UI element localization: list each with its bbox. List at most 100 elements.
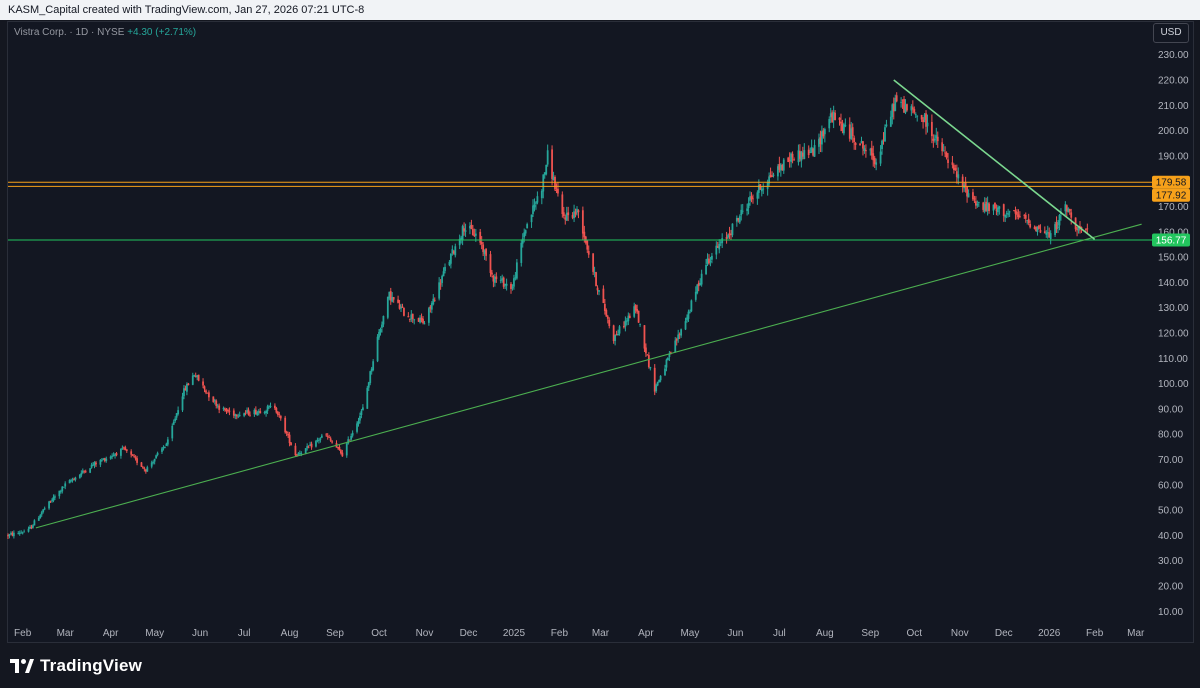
candle-body (1039, 229, 1042, 233)
y-tick-label: 60.00 (1158, 480, 1183, 491)
candle-body (810, 146, 813, 153)
candle-body (1064, 204, 1067, 212)
candle-body (227, 409, 229, 412)
candle-body (93, 462, 96, 466)
x-tick-label: Dec (995, 628, 1013, 639)
candle-body (854, 143, 857, 145)
candle-body (136, 458, 138, 463)
candle-body (470, 225, 473, 229)
candle-body (930, 121, 933, 137)
candle-body (389, 291, 392, 301)
candle-body (555, 190, 558, 191)
candle-body (884, 127, 886, 142)
candle-body (62, 486, 65, 488)
candle-body (873, 157, 876, 165)
candle-body (329, 438, 332, 441)
candle-body (813, 145, 816, 157)
candle-body (982, 202, 985, 210)
candle-body (21, 532, 24, 534)
x-tick-label: May (145, 628, 164, 639)
x-tick-label: Nov (416, 628, 434, 639)
candle-body (577, 210, 580, 213)
candle-body (822, 130, 825, 137)
candle-body (561, 194, 564, 215)
x-tick-label: Oct (371, 628, 387, 639)
candle-body (598, 290, 600, 292)
candle-body (787, 157, 790, 163)
candle-body (872, 153, 875, 161)
candle-body (181, 396, 184, 411)
y-tick-label: 220.00 (1158, 75, 1189, 86)
candle-body (225, 409, 228, 412)
price-level-label-bg (1152, 233, 1190, 247)
candle-body (432, 298, 435, 305)
candle-body (256, 412, 259, 416)
candle-body (881, 140, 883, 150)
candle-body (337, 447, 339, 448)
candle-body (586, 240, 589, 250)
candle-body (686, 317, 688, 321)
candle-body (957, 174, 960, 179)
candle-body (690, 300, 693, 312)
candle-body (973, 198, 976, 200)
candle-body (699, 282, 702, 286)
candle-body (945, 152, 948, 158)
currency-button[interactable]: USD (1153, 23, 1189, 43)
footer (0, 645, 1200, 688)
candle-body (81, 470, 84, 473)
candle-body (925, 113, 927, 127)
candle-body (606, 316, 609, 319)
candle-body (247, 409, 250, 415)
candle-body (988, 203, 990, 211)
candle-body (637, 310, 640, 323)
candle-body (144, 469, 147, 472)
candle-body (100, 460, 103, 461)
candle-body (376, 336, 379, 362)
candle-body (40, 512, 43, 515)
candle-body (1014, 210, 1017, 214)
candle-body (844, 125, 847, 127)
candle-body (696, 284, 699, 294)
y-axis: 10.00 20.00 30.00 40.00 50.00 60.00 70.00 80.00… (1158, 50, 1189, 618)
candle-body (721, 238, 724, 244)
candle-body (740, 209, 743, 216)
candle-body (831, 112, 834, 122)
candle-body (587, 251, 590, 255)
price-change: +4.30 (+2.71%) (127, 27, 197, 38)
candle-body (114, 454, 116, 456)
x-tick-label: Jun (727, 628, 743, 639)
x-tick-label: Aug (816, 628, 834, 639)
candle-body (738, 216, 741, 223)
candle-body (491, 272, 493, 275)
candle-body (232, 410, 235, 416)
candle-body (122, 447, 125, 449)
candle-body (275, 408, 278, 413)
candle-body (142, 467, 144, 469)
candle-body (567, 212, 570, 216)
candle-body (133, 456, 136, 458)
candle-body (709, 261, 712, 263)
candle-body (832, 111, 835, 121)
candle-body (460, 237, 463, 241)
x-tick-label: Mar (592, 628, 610, 639)
candle-body (834, 112, 837, 121)
x-tick-label: Apr (638, 628, 654, 639)
candle-body (146, 467, 149, 472)
candle-body (889, 116, 892, 127)
candle-body (769, 174, 772, 178)
candle-body (614, 334, 617, 341)
candle-body (103, 458, 106, 461)
candle-body (595, 272, 597, 287)
price-level-labels: 179.58 177.92 156.77 (1152, 175, 1190, 247)
chart-pane[interactable] (7, 21, 1194, 643)
candle-body (728, 233, 731, 236)
candle-body (485, 248, 487, 256)
candle-body (961, 176, 964, 187)
candle-body (381, 324, 383, 328)
candle-body (105, 458, 108, 461)
candle-body (944, 152, 946, 154)
candle-body (269, 405, 272, 407)
candle-body (298, 453, 301, 455)
candle-body (278, 414, 281, 415)
